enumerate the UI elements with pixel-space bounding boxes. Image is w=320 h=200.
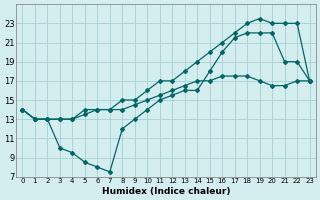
X-axis label: Humidex (Indice chaleur): Humidex (Indice chaleur) [102,187,230,196]
